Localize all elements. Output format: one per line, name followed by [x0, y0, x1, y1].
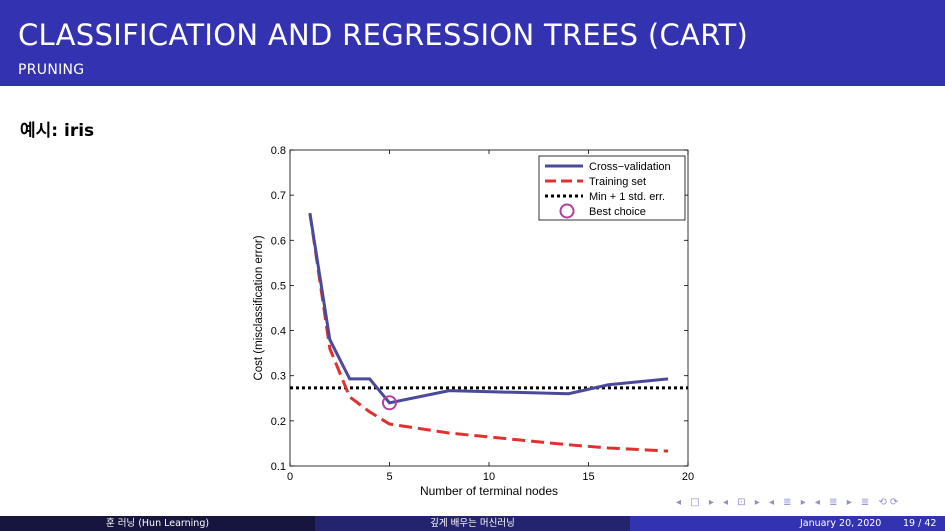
best-choice-marker	[382, 395, 397, 411]
x-tick-label: 5	[386, 471, 392, 483]
footer-date: January 20, 2020	[800, 518, 882, 529]
x-tick-label: 20	[682, 471, 694, 483]
footer-right: January 20, 2020 19 / 42	[630, 516, 945, 531]
footer-page-number: 19 / 42	[903, 518, 937, 529]
x-tick-label: 10	[483, 471, 495, 483]
y-tick-label: 0.7	[271, 190, 286, 202]
footer-bar: 훈 러닝 (Hun Learning) 깊게 배우는 머신러닝 January …	[0, 516, 945, 531]
series-training-set-line	[308, 212, 669, 453]
legend-min-1se-label: Min + 1 std. err.	[589, 191, 665, 203]
y-tick-label: 0.8	[271, 145, 286, 157]
legend-best-choice-label: Best choice	[589, 206, 646, 218]
legend-training-set-label: Training set	[589, 176, 646, 188]
y-tick-label: 0.3	[271, 371, 286, 383]
y-tick-label: 0.2	[271, 416, 286, 428]
y-tick-label: 0.6	[271, 235, 286, 247]
footer-author: 훈 러닝 (Hun Learning)	[0, 516, 315, 531]
example-heading: 예시: iris	[20, 121, 95, 141]
y-tick-label: 0.5	[271, 280, 286, 292]
slide-header: CLASSIFICATION AND REGRESSION TREES (CAR…	[0, 0, 945, 86]
slide-subtitle: PRUNING	[18, 62, 85, 78]
legend-cross-validation-label: Cross−validation	[589, 161, 671, 173]
y-axis-label: Cost (misclassification error)	[253, 235, 265, 380]
footer-course: 깊게 배우는 머신러닝	[315, 516, 630, 531]
slide-title: CLASSIFICATION AND REGRESSION TREES (CAR…	[18, 18, 749, 52]
series-cross-validation-line	[308, 212, 669, 405]
x-tick-label: 0	[287, 471, 293, 483]
x-axis-label: Number of terminal nodes	[420, 484, 558, 498]
x-tick-label: 15	[582, 471, 594, 483]
y-tick-label: 0.1	[271, 461, 286, 473]
beamer-nav-controls[interactable]: ◂ □ ▸ ◂ ⊡ ▸ ◂ ≣ ▸ ◂ ≣ ▸ ≣ ⟲⟳	[676, 497, 902, 508]
y-tick-label: 0.4	[271, 326, 286, 338]
legend-best-choice-swatch	[559, 203, 575, 219]
